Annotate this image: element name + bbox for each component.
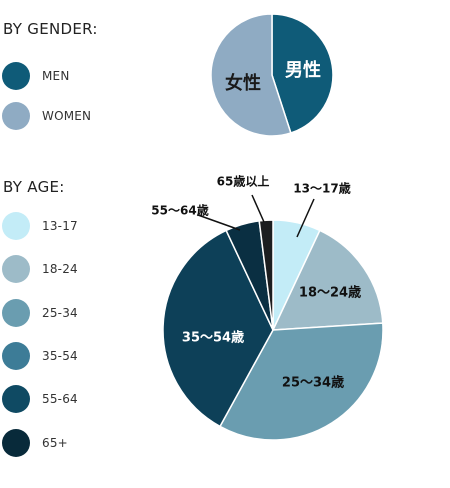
pie1-leader-5 [251, 194, 265, 223]
pie1-label-3: 35～54歳 [182, 330, 244, 346]
legend-item-65-plus: 65+ [2, 428, 68, 458]
legend-item-13-17: 13-17 [2, 211, 78, 241]
legend-label-18-24: 18-24 [42, 262, 78, 276]
pie0-label-1: 女性 [225, 72, 261, 94]
pie1-label-2: 25～34歳 [282, 375, 344, 391]
legend-label-25-34: 25-34 [42, 306, 78, 320]
pie1-label-4: 55～64歳 [151, 203, 208, 218]
age-13-17-swatch [2, 212, 30, 240]
age-55-64-swatch [2, 385, 30, 413]
age-35-54-swatch [2, 342, 30, 370]
age-25-34-swatch [2, 299, 30, 327]
pie1-label-1: 18～24歳 [299, 285, 361, 301]
pie1-slice-1 [271, 229, 384, 331]
age-heading: BY AGE: [3, 178, 65, 196]
legend-item-25-34: 25-34 [2, 298, 78, 328]
pie1-leader-4 [197, 214, 241, 231]
legend-label-men: MEN [42, 69, 70, 83]
pie0-slice-0 [271, 13, 334, 134]
legend-item-men: MEN [2, 61, 70, 91]
legend-item-55-64: 55-64 [2, 384, 78, 414]
legend-label-35-54: 35-54 [42, 349, 78, 363]
legend-label-women: WOMEN [42, 109, 92, 123]
men-swatch [2, 62, 30, 90]
legend-label-55-64: 55-64 [42, 392, 78, 406]
pie0-slice-1 [210, 13, 292, 137]
pie1-slice-3 [162, 229, 274, 428]
legend-item-35-54: 35-54 [2, 341, 78, 371]
pie1-leader-0 [296, 198, 315, 238]
legend-item-women: WOMEN [2, 101, 91, 131]
legend-item-18-24: 18-24 [2, 254, 78, 284]
age-18-24-swatch [2, 255, 30, 283]
pie1-label-5: 65歳以上 [217, 174, 270, 189]
legend-label-65-plus: 65+ [42, 436, 68, 450]
gender-heading: BY GENDER: [3, 20, 98, 38]
women-swatch [2, 102, 30, 130]
pie0-label-0: 男性 [285, 59, 321, 81]
legend-label-13-17: 13-17 [42, 219, 78, 233]
pie1-label-0: 13～17歳 [293, 181, 350, 196]
pie1-slice-5 [258, 219, 274, 331]
age-65-plus-swatch [2, 429, 30, 457]
